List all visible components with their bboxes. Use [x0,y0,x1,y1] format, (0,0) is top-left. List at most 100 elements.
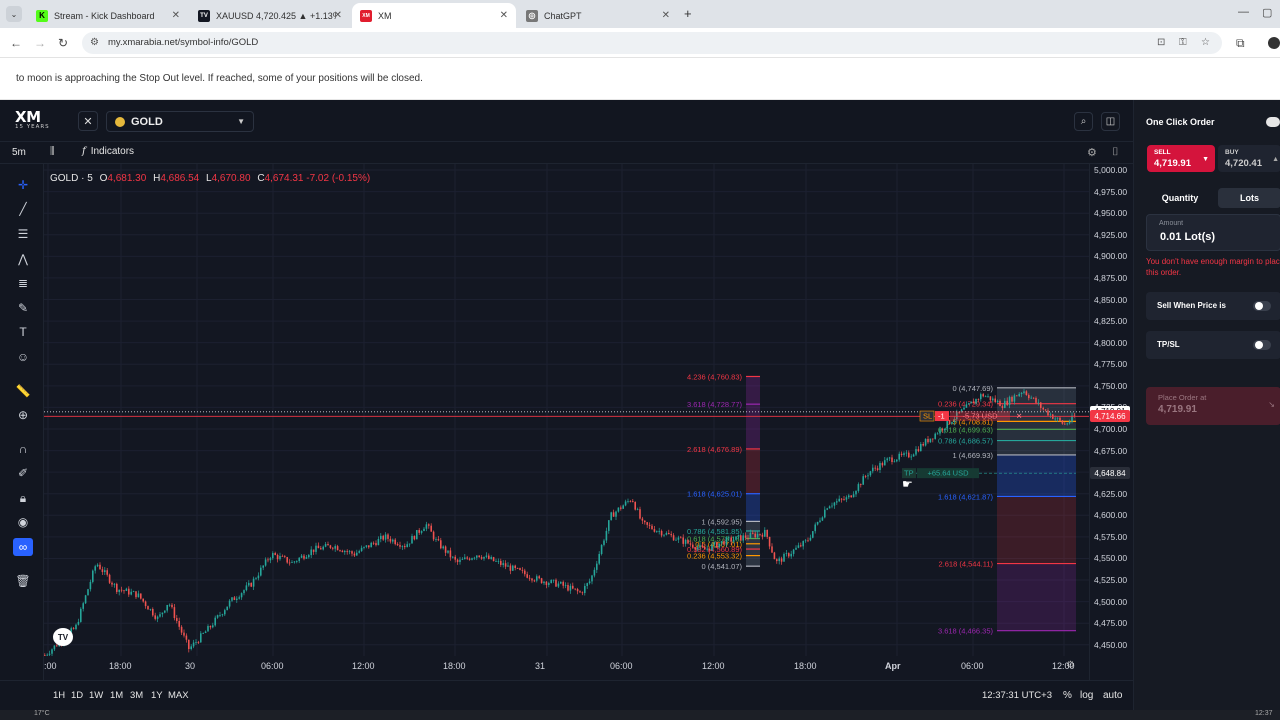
tab-search-button[interactable]: ⌄ [6,6,22,22]
back-arrow-icon[interactable]: ← [10,36,22,50]
settings-gear-icon[interactable]: ⚙ [1087,147,1097,159]
candle-body [816,521,819,525]
password-key-icon[interactable]: ⚿ [1179,37,1187,48]
text-tool-icon[interactable]: T [19,325,27,339]
install-app-icon[interactable]: ⊡ [1157,37,1166,48]
indicators-button[interactable]: f Indicators [82,146,134,157]
browser-tab-xm[interactable]: XM XM ✕ [352,3,516,28]
candle-body [855,490,857,495]
maximize-icon[interactable]: ▢ [1262,7,1273,19]
sell-button[interactable]: SELL 4,719.91 ▼ [1147,145,1215,172]
range-1m[interactable]: 1M [110,690,124,701]
candle-body [300,555,303,558]
lock-drawings-pencil-icon[interactable]: ✐ [17,466,29,480]
candle-body [123,590,125,592]
new-tab-button[interactable]: + [684,6,692,21]
candle-body [303,555,305,559]
pitchfork-icon[interactable]: ⋀ [18,252,28,266]
lock-icon[interactable]: 🔒︎ [19,490,27,505]
one-click-toggle[interactable] [1266,117,1280,127]
bookmark-star-icon[interactable]: ☆ [1201,37,1210,48]
stop-loss-tag [919,410,935,422]
close-tab-icon[interactable]: ✕ [333,10,342,21]
forward-arrow-icon[interactable]: → [34,36,46,50]
candle-body [840,498,843,500]
arrow-down-icon: ↘ [1268,400,1275,409]
candle-body [708,548,711,551]
extensions-icon[interactable]: ⧉ [1236,36,1245,50]
quantity-tab[interactable]: Quantity [1161,193,1199,203]
candle-body [324,544,327,547]
candle-body [912,454,915,457]
candle-type-icon[interactable]: ⫼ [50,146,55,157]
magnet-icon[interactable]: ∩ [18,442,28,456]
crosshair-icon[interactable]: ✛ [17,178,29,192]
candle-body [560,581,562,584]
candle-body [833,502,836,506]
range-1d[interactable]: 1D [71,690,84,701]
candle-body [341,550,344,553]
lots-tab[interactable]: Lots [1218,188,1280,208]
time-axis[interactable]: ⚙ :00 18:00 30 06:00 12:00 18:00 31 06:00 12:00 1… [44,656,1089,678]
log-scale-button[interactable]: log [1080,690,1094,701]
price-axis[interactable]: 5,000.00 4,975.00 4,950.00 4,925.00 4,900.00… [1089,164,1133,680]
profile-avatar[interactable] [1268,37,1280,49]
candle-body [1028,395,1030,399]
ruler-icon[interactable]: 📏 [15,384,31,398]
browser-tab-kick[interactable]: K Stream - Kick Dashboard ✕ [28,3,188,28]
close-chart-button[interactable]: ✕ [78,111,98,131]
fib-retracement-icon[interactable]: ≣ [17,276,29,290]
close-tab-icon[interactable]: ✕ [661,10,670,21]
buy-button[interactable]: BUY 4,720.41 ▲ [1218,145,1280,172]
trend-line-icon[interactable]: ╱ [19,202,27,216]
zoom-in-icon[interactable]: ⊕ [17,408,29,422]
timeframe-button[interactable]: 5m [12,147,26,158]
amount-field[interactable]: Amount 0.01 Lot(s) [1146,214,1280,251]
minimize-icon[interactable]: — [1238,6,1249,18]
candle-body [51,649,53,654]
chart-clock[interactable]: 12:37:31 UTC+3 [982,690,1052,701]
candle-body [999,400,1001,407]
tradingview-logo-icon[interactable]: TV [53,628,73,646]
panel-toggle-icon[interactable]: ◫ [1101,112,1120,131]
candle-body [948,420,951,424]
camera-icon[interactable]: ⌷ [1112,146,1119,158]
address-bar[interactable]: ⚙ my.xmarabia.net/symbol-info/GOLD ⊡ ⚿ ☆ [82,32,1222,54]
close-tab-icon[interactable]: ✕ [171,10,180,21]
search-icon[interactable]: ⌕ [1074,112,1093,131]
fib-level-label: 3.618 (4,728.77) [687,400,743,409]
site-info-icon[interactable]: ⚙ [90,37,99,48]
candle-body [468,558,471,560]
price-chart[interactable]: 4.236 (4,760.83) 3.618 (4,728.77) 2.618 (4… [44,164,1089,680]
browser-tab-chatgpt[interactable]: ◎ ChatGPT ✕ [518,3,678,28]
browser-tab-tradingview[interactable]: TV XAUUSD 4,720.425 ▲ +1.13% U ✕ [190,3,350,28]
place-order-button[interactable]: Place Order at 4,719.91 ↘ [1146,387,1280,425]
eye-icon[interactable]: ◉ [17,515,29,529]
reload-icon[interactable]: ↻ [58,36,69,50]
chart-canvas[interactable]: 4.236 (4,760.83) 3.618 (4,728.77) 2.618 (4… [44,164,1089,656]
fib-level-label: 0 (4,747.69) [953,384,994,393]
candle-body [255,578,257,580]
tpsl-toggle[interactable] [1253,340,1271,350]
time-axis-tick: 12:00 [352,661,375,671]
percent-scale-button[interactable]: % [1063,690,1072,701]
symbol-selector[interactable]: GOLD ▼ [106,111,254,132]
emoji-icon[interactable]: ☺ [16,350,30,364]
candle-body [598,553,600,564]
horizontal-lines-icon[interactable]: ☰ [17,227,29,241]
auto-scale-button[interactable]: auto [1103,690,1123,701]
margin-warning: You don't have enough margin to place th… [1146,257,1280,277]
sell-when-toggle[interactable] [1253,301,1271,311]
link-icon[interactable]: ∞ [13,538,33,556]
close-tab-icon[interactable]: ✕ [499,10,508,21]
range-3m[interactable]: 3M [130,690,144,701]
range-1y[interactable]: 1Y [151,690,163,701]
candle-body [980,394,982,400]
brush-icon[interactable]: ✎ [17,301,29,315]
chart-settings-icon[interactable]: ⚙ [1066,660,1075,671]
range-1h[interactable]: 1H [53,690,66,701]
trash-icon[interactable]: 🗑︎ [15,574,31,588]
range-max[interactable]: MAX [168,690,189,701]
range-1w[interactable]: 1W [89,690,104,701]
candle-body [960,409,963,413]
